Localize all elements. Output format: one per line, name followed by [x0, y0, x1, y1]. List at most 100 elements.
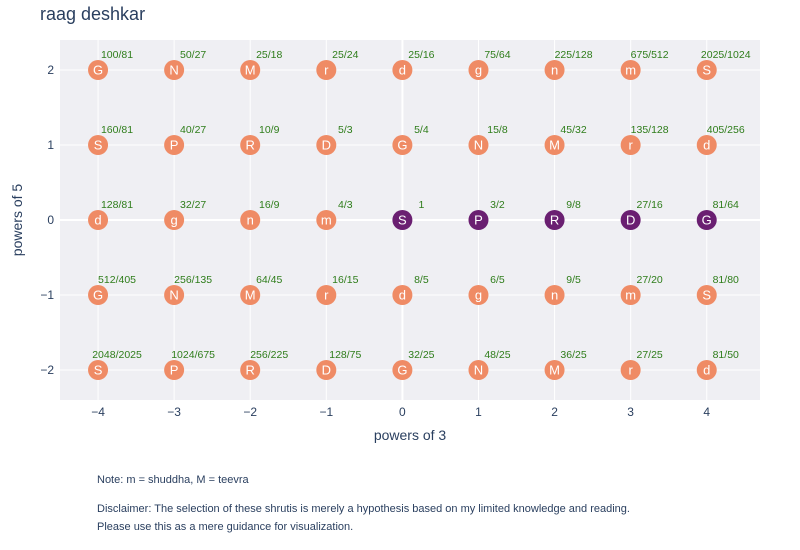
note-label: m: [625, 288, 636, 303]
note-marker: [164, 210, 185, 230]
note-label: R: [246, 363, 255, 378]
note-marker: [240, 135, 261, 155]
note-marker: [88, 285, 109, 305]
ratio-label: 128/75: [329, 349, 361, 361]
ratio-label: 75/64: [484, 49, 510, 61]
ratio-label: 32/27: [180, 199, 206, 211]
ratio-label: 1: [418, 199, 424, 211]
note-marker: [620, 210, 641, 230]
note-marker: [240, 360, 261, 380]
note-marker: [544, 360, 565, 380]
note-marker: [696, 210, 717, 230]
ratio-label: 160/81: [101, 124, 133, 136]
ratio-label: 16/9: [259, 199, 280, 211]
ratio-label: 256/135: [174, 274, 212, 286]
note-marker: [544, 60, 565, 80]
x-tick-label: 0: [399, 405, 406, 419]
note-marker: [392, 135, 413, 155]
ratio-label: 16/15: [332, 274, 358, 286]
note-marker: [544, 135, 565, 155]
note-label: P: [474, 213, 483, 228]
x-tick-label: 3: [627, 405, 634, 419]
note-label: g: [475, 63, 482, 78]
ratio-label: 81/64: [713, 199, 739, 211]
ratio-label: 135/128: [631, 124, 669, 136]
chart-title: raag deshkar: [40, 4, 146, 24]
ratio-label: 256/225: [250, 349, 288, 361]
ratio-label: 2025/1024: [701, 49, 751, 61]
note-label: n: [551, 63, 558, 78]
note-label: N: [169, 63, 178, 78]
note-marker: [164, 285, 185, 305]
note-label: N: [474, 363, 483, 378]
note-marker: [468, 135, 489, 155]
note-label: S: [702, 63, 711, 78]
ratio-label: 81/50: [713, 349, 739, 361]
x-tick-label: −1: [319, 405, 333, 419]
note-label: G: [397, 363, 407, 378]
note-label: G: [93, 63, 103, 78]
y-tick-label: 2: [47, 63, 54, 77]
note-marker: [620, 135, 641, 155]
note-label: M: [245, 288, 256, 303]
note-marker: [316, 135, 337, 155]
note-marker: [88, 210, 109, 230]
note-label: S: [94, 363, 103, 378]
x-tick-label: −4: [91, 405, 105, 419]
x-tick-label: 1: [475, 405, 482, 419]
ratio-label: 64/45: [256, 274, 282, 286]
note-label: g: [475, 288, 482, 303]
note-label: S: [398, 213, 407, 228]
ratio-label: 405/256: [707, 124, 745, 136]
note-marker: [316, 360, 337, 380]
ratio-label: 9/8: [566, 199, 581, 211]
note-label: g: [171, 213, 178, 228]
note-label: G: [702, 213, 712, 228]
note-label: m: [321, 213, 332, 228]
note-marker: [392, 60, 413, 80]
note-marker: [316, 285, 337, 305]
y-tick-label: −1: [40, 288, 54, 302]
ratio-label: 25/18: [256, 49, 282, 61]
y-tick-label: −2: [40, 363, 54, 377]
note-label: d: [399, 288, 406, 303]
data-points: G100/81N50/27M25/18r25/24d25/16g75/64n22…: [88, 49, 751, 380]
ratio-label: 40/27: [180, 124, 206, 136]
note-marker: [164, 135, 185, 155]
ratio-label: 6/5: [490, 274, 505, 286]
note-marker: [620, 60, 641, 80]
ratio-label: 32/25: [408, 349, 434, 361]
note-marker: [316, 60, 337, 80]
x-tick-label: −3: [167, 405, 181, 419]
note-label: n: [247, 213, 254, 228]
ratio-label: 8/5: [414, 274, 429, 286]
note-label: R: [550, 213, 559, 228]
ratio-label: 4/3: [338, 199, 353, 211]
y-tick-label: 1: [47, 138, 54, 152]
note-label: n: [551, 288, 558, 303]
ratio-label: 128/81: [101, 199, 133, 211]
ratio-label: 100/81: [101, 49, 133, 61]
note-marker: [164, 60, 185, 80]
ratio-label: 9/5: [566, 274, 581, 286]
note-label: D: [322, 363, 331, 378]
note-marker: [88, 60, 109, 80]
note-marker: [88, 135, 109, 155]
x-axis-label: powers of 3: [374, 427, 447, 443]
note-label: S: [702, 288, 711, 303]
note-label: G: [93, 288, 103, 303]
note-marker: [392, 210, 413, 230]
ratio-label: 27/20: [637, 274, 663, 286]
note-label: N: [474, 138, 483, 153]
note-label: P: [170, 363, 179, 378]
note-label: M: [549, 363, 560, 378]
note-label: S: [94, 138, 103, 153]
note-marker: [696, 360, 717, 380]
ratio-label: 15/8: [487, 124, 508, 136]
note-label: r: [628, 363, 633, 378]
ratio-label: 3/2: [490, 199, 505, 211]
disclaimer-line-2: Please use this as a mere guidance for v…: [97, 521, 354, 533]
ratio-label: 5/4: [414, 124, 429, 136]
note-marker: [392, 360, 413, 380]
